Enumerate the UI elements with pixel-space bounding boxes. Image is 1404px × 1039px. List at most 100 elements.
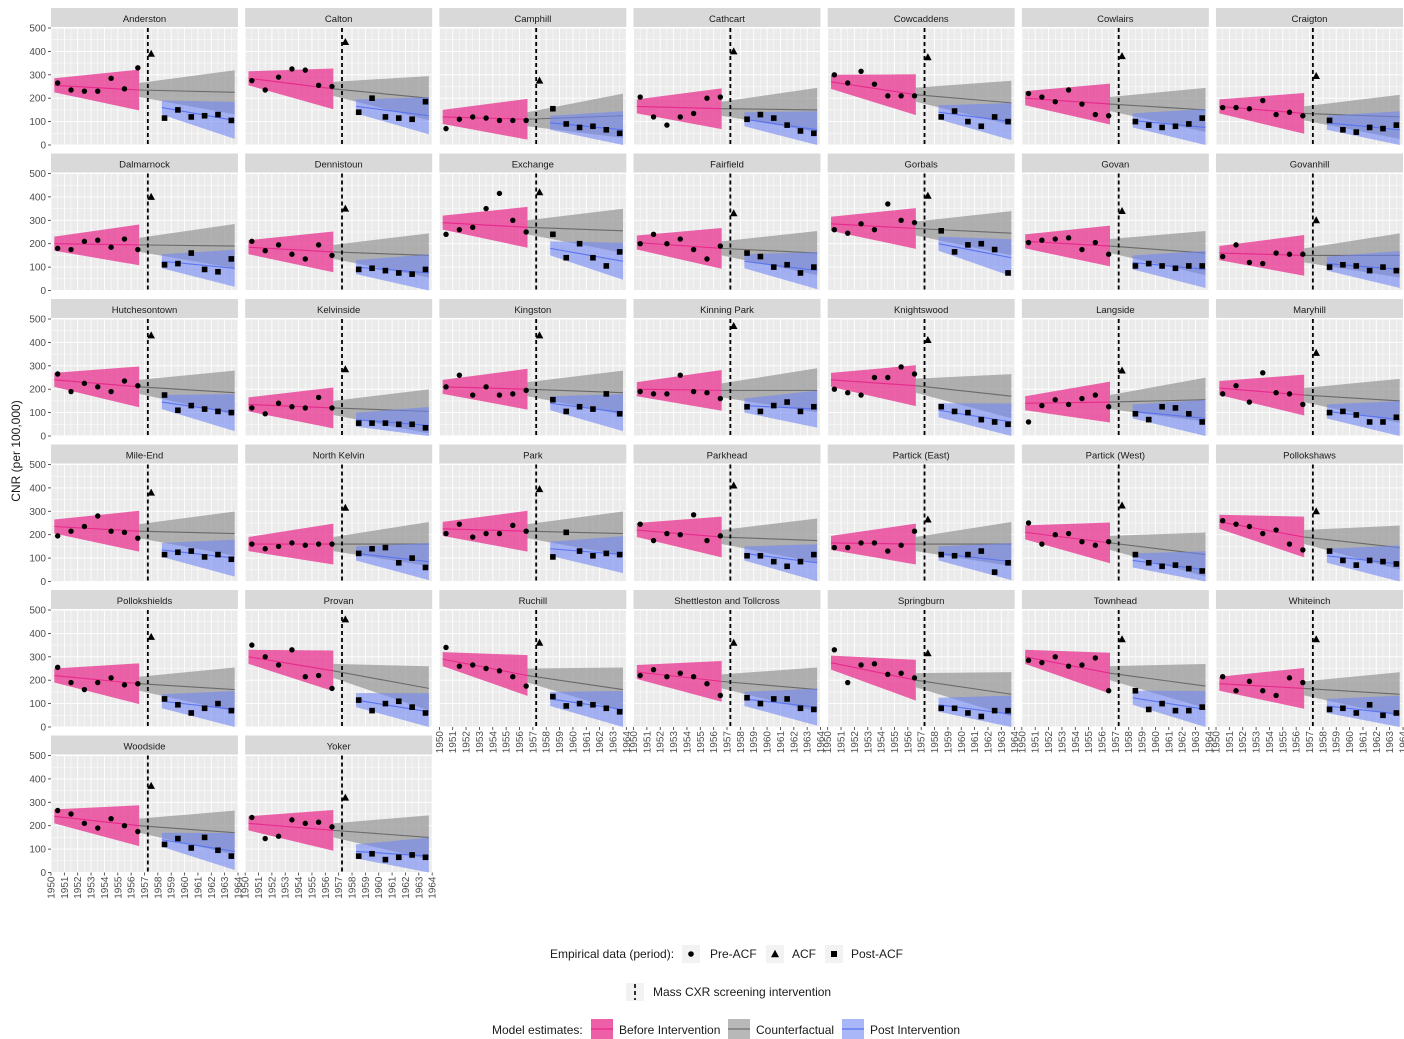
- post-intervention-ribbon: [356, 406, 429, 436]
- pre-acf-point: [470, 114, 476, 120]
- before-intervention-ribbon: [636, 227, 722, 269]
- facet-panel: Langside: [1021, 299, 1210, 437]
- pre-acf-point: [677, 114, 683, 120]
- post-acf-point: [188, 114, 195, 120]
- pre-acf-point: [289, 817, 295, 823]
- facet-panel: Kingston: [438, 299, 627, 437]
- pre-acf-point: [1219, 673, 1226, 680]
- post-acf-point: [355, 266, 362, 273]
- before-intervention-line: [1025, 97, 1111, 105]
- pre-acf-point: [456, 116, 463, 122]
- x-tick-label: 1960: [180, 876, 191, 899]
- pre-acf-point: [95, 679, 101, 686]
- pre-acf-point: [456, 521, 463, 527]
- pre-acf-point: [108, 75, 114, 82]
- post-acf-point: [991, 569, 998, 575]
- post-acf-point: [1159, 263, 1165, 269]
- post-acf-point: [951, 408, 958, 415]
- post-intervention-ribbon: [1326, 695, 1400, 727]
- pre-acf-point: [135, 535, 141, 541]
- acf-point: [924, 53, 932, 61]
- x-tick-label: 1955: [1084, 731, 1095, 754]
- y-tick-label: 200: [29, 821, 46, 832]
- pre-acf-point: [1286, 251, 1293, 257]
- post-acf-point: [1393, 561, 1400, 567]
- x-tick-label: 1956: [903, 731, 914, 754]
- post-acf-point: [1132, 410, 1139, 417]
- pre-acf-point: [1105, 404, 1112, 410]
- facet-strip: [51, 590, 238, 609]
- post-acf-point: [1366, 557, 1373, 564]
- x-tick-label: 1951: [1031, 731, 1042, 754]
- pre-acf-point: [1260, 97, 1266, 104]
- facet-panel: Exchange: [438, 153, 627, 291]
- facet-strip: [1021, 444, 1209, 464]
- before-intervention-ribbon: [636, 660, 722, 702]
- pre-acf-point: [54, 664, 61, 671]
- facet-panel: Fairfield: [633, 153, 821, 291]
- pre-acf-point: [717, 692, 724, 699]
- post-acf-point: [355, 109, 362, 116]
- before-intervention-ribbon: [1025, 83, 1111, 125]
- pre-acf-point: [858, 68, 864, 74]
- counterfactual-line: [139, 530, 235, 535]
- x-tick-label: 1955: [502, 731, 513, 754]
- x-tick-label: 1963: [997, 731, 1008, 754]
- post-acf-point: [603, 550, 610, 557]
- x-tick-label: 1953: [669, 731, 680, 754]
- post-intervention-ribbon: [1326, 111, 1400, 145]
- post-intervention-line: [355, 699, 429, 713]
- facet-strip: [51, 735, 238, 755]
- post-acf-point: [1380, 125, 1386, 132]
- before-intervention-ribbon: [636, 88, 722, 130]
- facet-panel: Kelvinside: [244, 299, 433, 437]
- post-acf-point: [1366, 419, 1373, 425]
- post-acf-point: [1005, 559, 1011, 566]
- post-intervention-line: [1132, 559, 1206, 571]
- post-acf-point: [1353, 412, 1360, 418]
- facet-strip: [1021, 590, 1209, 609]
- pre-acf-point: [1260, 370, 1266, 376]
- pre-acf-point: [1233, 242, 1239, 248]
- y-tick-label: 0: [40, 577, 46, 588]
- legend-triangle-marker-icon: [771, 949, 779, 958]
- x-tick-label: 1961: [1164, 731, 1175, 754]
- pre-acf-point: [302, 405, 308, 411]
- post-acf-point: [563, 529, 570, 536]
- acf-point: [147, 331, 155, 339]
- post-acf-point: [1145, 559, 1152, 566]
- counterfactual-line: [333, 829, 429, 838]
- x-tick-label: 1953: [87, 876, 98, 899]
- pre-acf-point: [443, 231, 449, 238]
- y-tick-label: 400: [29, 483, 46, 494]
- before-intervention-ribbon: [636, 369, 722, 411]
- counterfactual-line: [139, 683, 235, 691]
- pre-acf-point: [650, 537, 657, 544]
- post-acf-point: [188, 250, 195, 256]
- x-tick-label: 1956: [709, 731, 720, 754]
- post-intervention-line: [744, 552, 818, 564]
- y-tick-label: 400: [29, 47, 46, 58]
- pre-acf-point: [704, 681, 710, 687]
- x-tick-label: 1959: [555, 731, 566, 754]
- post-acf-point: [1159, 700, 1165, 707]
- post-acf-point: [797, 270, 804, 276]
- post-intervention-line: [355, 105, 429, 117]
- y-tick-label: 300: [29, 652, 46, 663]
- x-tick-label: 1954: [100, 876, 111, 899]
- facet-panel: Woodside 0 100 200 300 400 500 1950 1951 1952 1953…: [29, 735, 245, 899]
- post-acf-point: [422, 425, 429, 431]
- pre-acf-point: [650, 114, 657, 120]
- y-tick-label: 300: [29, 361, 46, 372]
- x-tick-label: 1959: [1332, 731, 1343, 754]
- post-acf-point: [1132, 687, 1139, 694]
- acf-point: [147, 632, 155, 640]
- pre-acf-point: [704, 390, 710, 396]
- post-acf-point: [978, 123, 985, 130]
- pre-acf-point: [650, 231, 657, 238]
- post-acf-point: [550, 396, 556, 403]
- acf-point: [1118, 52, 1126, 60]
- post-acf-point: [201, 554, 208, 560]
- post-acf-point: [175, 107, 181, 113]
